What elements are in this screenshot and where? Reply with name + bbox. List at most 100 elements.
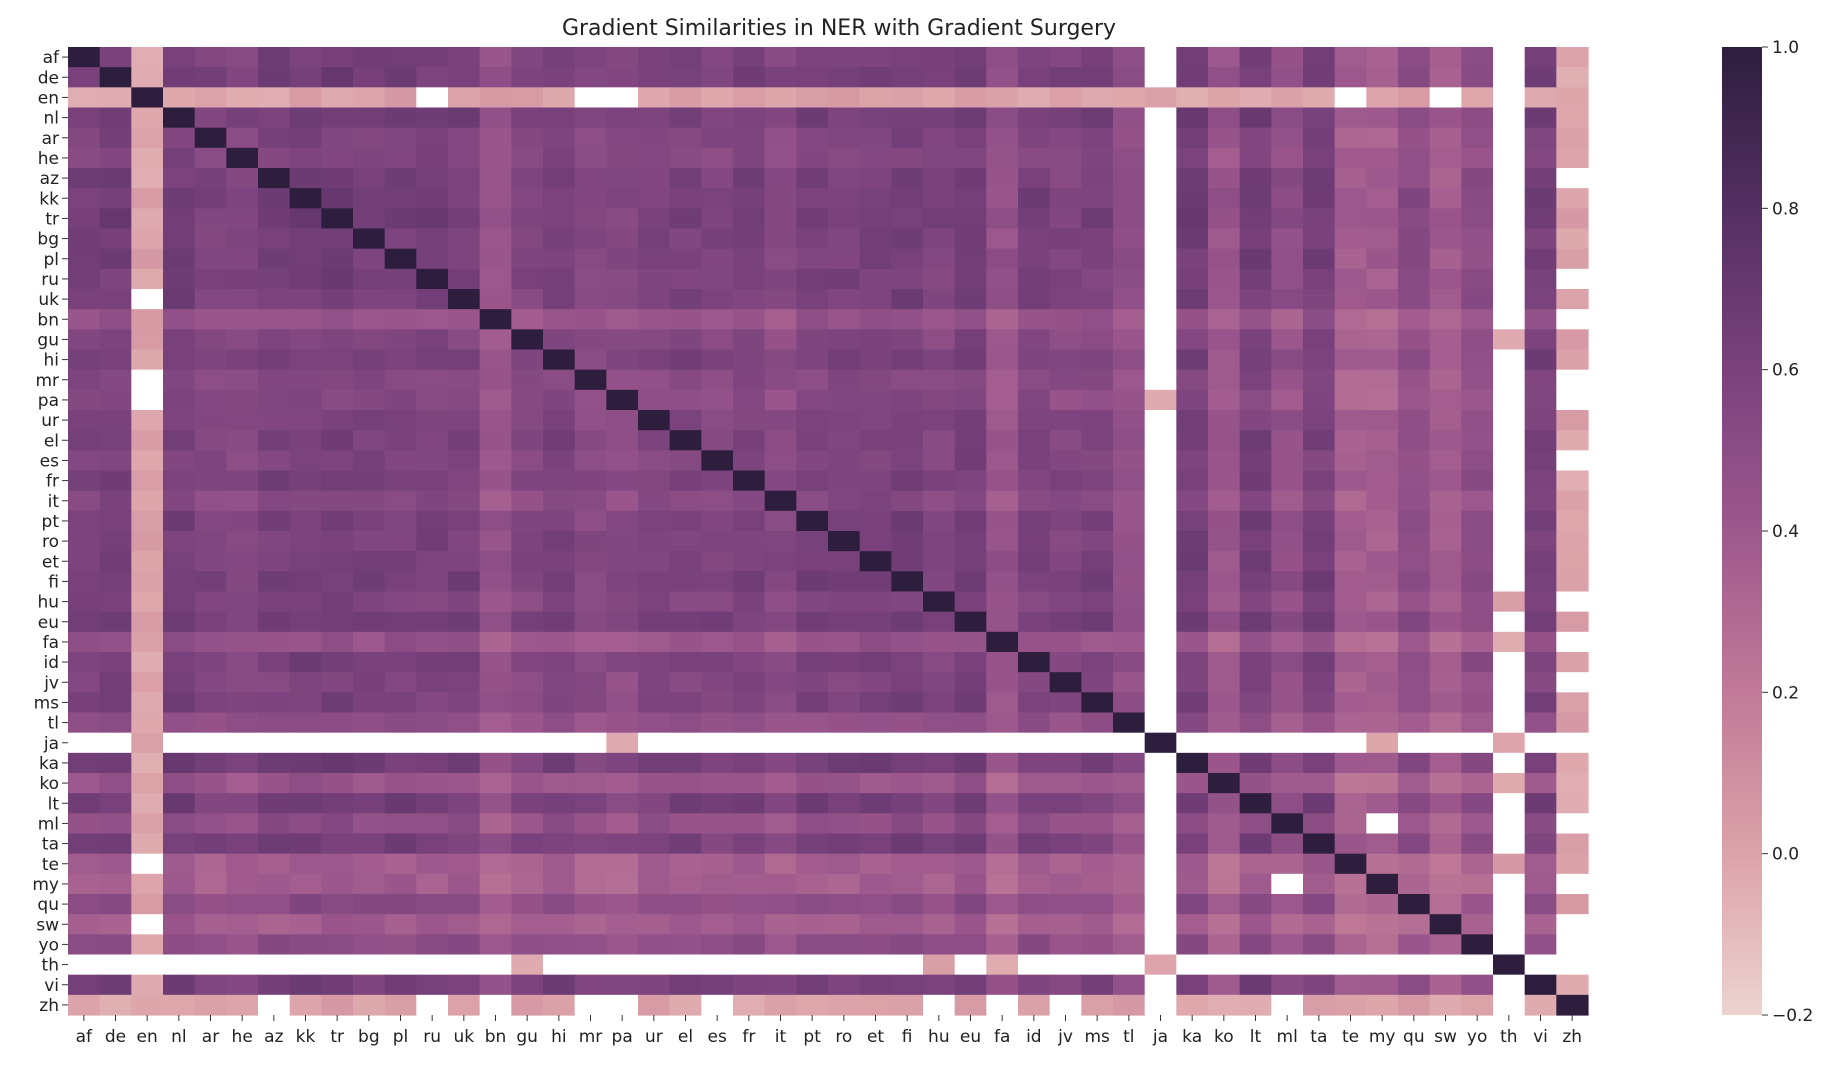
heatmap-cell-mr-ml: [1271, 369, 1304, 391]
heatmap-cell-az-he: [226, 168, 259, 189]
heatmap-cell-id-et: [859, 652, 892, 673]
heatmap-cell-ko-ko: [1208, 773, 1241, 794]
heatmap-cell-af-ta: [1303, 47, 1336, 68]
heatmap-cell-jv-fi: [891, 672, 924, 693]
heatmap-cell-ko-fi: [891, 773, 924, 794]
heatmap-cell-af-ml: [1271, 47, 1304, 68]
heatmap-cell-zh-eu: [954, 994, 987, 1016]
heatmap-cell-yo-ur: [638, 934, 671, 956]
heatmap-cell-ru-hi: [543, 268, 576, 290]
heatmap-cell-ko-sw: [1429, 773, 1462, 794]
x-tick-label: pt: [803, 1027, 821, 1047]
heatmap-cell-ru-de: [99, 268, 132, 290]
heatmap-cell-sw-et: [859, 914, 892, 935]
heatmap-cell-ru-pa: [606, 268, 639, 290]
heatmap-cell-ms-de: [99, 692, 132, 714]
heatmap-cell-it-my: [1366, 490, 1399, 512]
heatmap-cell-et-hu: [923, 551, 956, 572]
heatmap-cell-fa-ms: [1081, 631, 1114, 653]
heatmap-cell-fa-ta: [1303, 631, 1336, 653]
x-axis: af de en nl ar he az kk tr bg pl ru uk bn gu hi mr pa ur el…: [76, 1015, 1582, 1047]
heatmap-cell-nl-ja: [1144, 107, 1177, 129]
heatmap-cell-fa-jv: [1049, 631, 1082, 653]
heatmap-cell-ro-es: [701, 531, 734, 552]
heatmap-cell-jv-pl: [384, 672, 417, 693]
heatmap-cell-te-pl: [384, 853, 417, 875]
heatmap-cell-fr-my: [1366, 470, 1399, 492]
heatmap-cell-pt-uk: [448, 510, 481, 532]
heatmap-cell-he-bg: [353, 147, 386, 169]
heatmap-cell-vi-bg: [353, 974, 386, 996]
heatmap-cell-gu-bn: [479, 329, 512, 351]
heatmap-cell-th-id: [1018, 954, 1051, 976]
heatmap-cell-ko-nl: [163, 773, 196, 794]
heatmap-cell-vi-ka: [1176, 974, 1209, 996]
heatmap-cell-hi-fa: [986, 349, 1019, 371]
heatmap-cell-ar-pt: [796, 127, 829, 149]
heatmap-cell-qu-sw: [1429, 894, 1462, 915]
heatmap-cell-ja-az: [258, 732, 291, 754]
heatmap-cell-te-sw: [1429, 853, 1462, 875]
heatmap-cell-en-id: [1018, 87, 1051, 109]
heatmap-cell-vi-el: [669, 974, 702, 996]
heatmap-cell-de-zh: [1556, 67, 1589, 88]
heatmap-cell-hi-te: [1334, 349, 1367, 371]
heatmap-cell-bn-fr: [733, 309, 766, 330]
heatmap-cell-pt-bg: [353, 510, 386, 532]
heatmap-cell-az-es: [701, 168, 734, 189]
heatmap-cell-zh-vi: [1524, 994, 1557, 1016]
heatmap-cell-he-nl: [163, 147, 196, 169]
heatmap-cell-eu-hu: [923, 611, 956, 633]
heatmap-cell-my-ur: [638, 873, 671, 895]
heatmap-cell-sw-hu: [923, 914, 956, 935]
heatmap-cell-he-ms: [1081, 147, 1114, 169]
heatmap-cell-ja-it: [764, 732, 797, 754]
heatmap-cell-et-en: [131, 551, 164, 572]
heatmap-cell-ru-vi: [1524, 268, 1557, 290]
heatmap-cell-hu-lt: [1239, 591, 1272, 613]
heatmap-cell-el-ml: [1271, 430, 1304, 451]
heatmap-cell-tr-my: [1366, 208, 1399, 230]
heatmap-cell-ja-ko: [1208, 732, 1241, 754]
heatmap-cell-bn-en: [131, 309, 164, 330]
heatmap-cell-ja-et: [859, 732, 892, 754]
x-tick-label: th: [1500, 1027, 1517, 1047]
heatmap-cell-pt-nl: [163, 510, 196, 532]
heatmap-cell-af-fi: [891, 47, 924, 68]
heatmap-cell-hi-et: [859, 349, 892, 371]
heatmap-cell-ur-fa: [986, 410, 1019, 431]
heatmap-cell-zh-pl: [384, 994, 417, 1016]
heatmap-cell-nl-tl: [1113, 107, 1146, 129]
heatmap-cell-es-my: [1366, 450, 1399, 472]
heatmap-cell-qu-bg: [353, 894, 386, 915]
heatmap-cell-ml-th: [1493, 813, 1526, 835]
heatmap-cell-ml-ar: [194, 813, 227, 835]
heatmap-cell-bn-fa: [986, 309, 1019, 330]
heatmap-cell-pt-sw: [1429, 510, 1462, 532]
heatmap-cell-fi-gu: [511, 571, 544, 593]
heatmap-cell-fa-qu: [1398, 631, 1431, 653]
heatmap-cell-id-he: [226, 652, 259, 673]
heatmap-cell-pa-zh: [1556, 389, 1589, 411]
heatmap-cell-sw-fa: [986, 914, 1019, 935]
x-tick-label: en: [137, 1027, 158, 1047]
heatmap-cell-gu-ko: [1208, 329, 1241, 351]
y-tick-label: nl: [44, 109, 60, 129]
heatmap-cell-de-qu: [1398, 67, 1431, 88]
heatmap-cell-lt-pa: [606, 793, 639, 814]
heatmap-cell-eu-tl: [1113, 611, 1146, 633]
heatmap-cell-tl-en: [131, 712, 164, 734]
heatmap-cell-ml-bg: [353, 813, 386, 835]
x-tick-label: he: [232, 1027, 253, 1047]
heatmap-cell-ar-es: [701, 127, 734, 149]
heatmap-cell-te-lt: [1239, 853, 1272, 875]
heatmap-cell-pa-ru: [416, 389, 449, 411]
heatmap-cell-de-ka: [1176, 67, 1209, 88]
heatmap-cell-sw-ta: [1303, 914, 1336, 935]
heatmap-cell-es-hi: [543, 450, 576, 472]
heatmap-cell-vi-ja: [1144, 974, 1177, 996]
heatmap-cell-mr-th: [1493, 369, 1526, 391]
heatmap-cell-ro-el: [669, 531, 702, 552]
heatmap-cell-fr-de: [99, 470, 132, 492]
heatmap-cell-hi-he: [226, 349, 259, 371]
